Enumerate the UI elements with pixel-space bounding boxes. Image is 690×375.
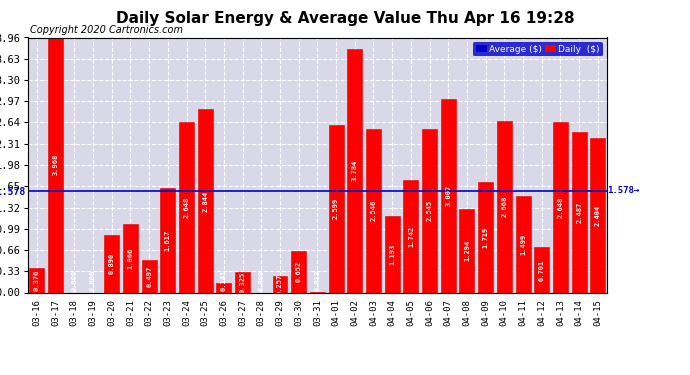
Bar (534, 248, 549, 292)
Text: 2.404: 2.404 (595, 204, 601, 226)
Bar (478, 182, 493, 292)
Text: 1.294: 1.294 (464, 240, 470, 261)
Bar (160, 188, 175, 292)
Text: 0.000: 0.000 (71, 270, 77, 291)
Bar (385, 216, 400, 292)
Text: 1.742: 1.742 (408, 226, 414, 247)
Bar (591, 138, 605, 292)
Text: 1.719: 1.719 (483, 226, 489, 248)
Bar (553, 122, 568, 292)
Text: 1.193: 1.193 (389, 243, 395, 265)
Text: 0.890: 0.890 (109, 253, 115, 274)
Text: 1.499: 1.499 (520, 234, 526, 255)
Text: Copyright 2020 Cartronics.com: Copyright 2020 Cartronics.com (30, 25, 184, 35)
Bar (179, 122, 194, 292)
Text: Daily Solar Energy & Average Value Thu Apr 16 19:28: Daily Solar Energy & Average Value Thu A… (116, 11, 574, 26)
Legend: Average ($), Daily  ($): Average ($), Daily ($) (473, 42, 602, 56)
Text: 3.784: 3.784 (352, 160, 358, 181)
Bar (497, 121, 512, 292)
Bar (273, 276, 288, 292)
Text: 0.652: 0.652 (296, 261, 302, 282)
Text: 2.599: 2.599 (333, 198, 339, 219)
Bar (141, 261, 157, 292)
Text: 0.497: 0.497 (146, 266, 152, 287)
Text: 2.668: 2.668 (502, 196, 507, 217)
Text: 0.325: 0.325 (239, 272, 246, 292)
Text: 2.648: 2.648 (184, 196, 190, 218)
Text: 3.007: 3.007 (445, 185, 451, 206)
Bar (328, 125, 344, 292)
Text: 2.648: 2.648 (558, 196, 564, 218)
Bar (366, 129, 381, 292)
Text: 0.257: 0.257 (277, 274, 283, 295)
Bar (217, 284, 231, 292)
Bar (515, 196, 531, 292)
Text: 2.546: 2.546 (371, 200, 377, 221)
Text: 0.376: 0.376 (34, 270, 40, 291)
Bar (48, 37, 63, 292)
Text: 2.844: 2.844 (202, 190, 208, 211)
Bar (291, 251, 306, 292)
Text: 0.000: 0.000 (258, 270, 264, 291)
Bar (404, 180, 418, 292)
Text: 2.487: 2.487 (576, 202, 582, 223)
Bar (235, 272, 250, 292)
Bar (441, 99, 456, 292)
Bar (422, 129, 437, 292)
Text: 0.000: 0.000 (90, 270, 96, 291)
Text: 1.617: 1.617 (165, 230, 171, 251)
Text: 0.701: 0.701 (539, 259, 545, 280)
Bar (30, 268, 44, 292)
Bar (572, 132, 586, 292)
Text: 1.578→: 1.578→ (607, 186, 640, 195)
Bar (460, 209, 475, 292)
Text: 0.013: 0.013 (315, 270, 320, 291)
Bar (198, 110, 213, 292)
Text: 1.066: 1.066 (128, 248, 133, 269)
Bar (347, 49, 362, 292)
Text: 2.545: 2.545 (426, 200, 433, 221)
Bar (104, 235, 119, 292)
Text: 3.968: 3.968 (52, 154, 59, 176)
Bar (123, 224, 138, 292)
Text: 0.141: 0.141 (221, 270, 227, 291)
